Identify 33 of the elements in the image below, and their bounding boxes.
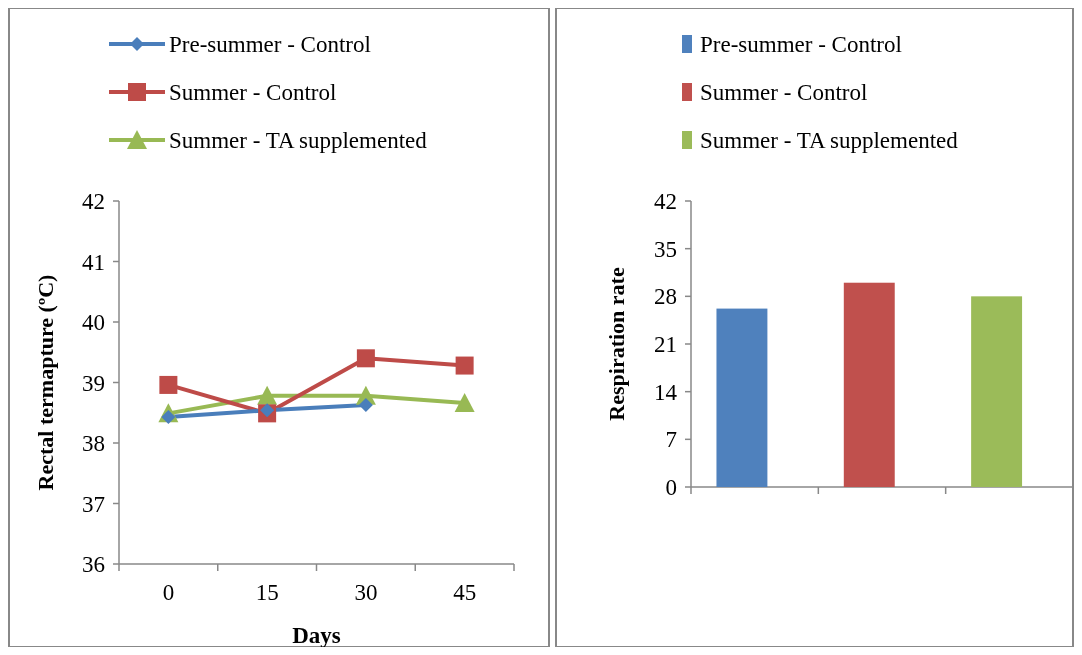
legend-label: Pre-summer - Control (169, 32, 371, 58)
point (356, 349, 375, 368)
point (257, 385, 278, 405)
x-tick-label: 30 (354, 580, 378, 605)
y-tick-label: 42 (82, 189, 105, 215)
x-tick-label: 0 (162, 580, 175, 605)
legend-label: Summer - TA supplemented (169, 128, 428, 154)
legend-label: Summer - TA supplemented (700, 128, 959, 154)
y-tick-label: 40 (82, 310, 105, 336)
y-tick-label: 42 (654, 189, 677, 215)
x-tick-label: 45 (453, 580, 477, 605)
point (260, 403, 275, 418)
point (358, 397, 373, 412)
y-tick-label: 41 (82, 249, 105, 275)
y-tick-label: 38 (82, 431, 105, 457)
legend-label: Summer - Control (169, 80, 337, 106)
point (454, 393, 475, 413)
legend-label: Summer - Control (700, 80, 868, 106)
y-tick-label: 21 (654, 332, 677, 358)
point (159, 375, 178, 394)
y-tick-label: 35 (654, 236, 677, 262)
y-tick-label: 7 (665, 427, 677, 453)
y-tick-label: 28 (654, 284, 677, 310)
y-tick-label: 0 (665, 475, 677, 501)
x-tick-label: 15 (255, 580, 279, 605)
point (455, 356, 474, 375)
y-axis-title: Rectal termapture (ºC) (33, 274, 58, 491)
y-tick-label: 39 (82, 370, 105, 396)
y-tick-label: 37 (82, 491, 105, 517)
y-tick-label: 14 (654, 379, 678, 405)
y-tick-label: 36 (82, 552, 105, 578)
legend-label: Pre-summer - Control (700, 32, 902, 58)
y-axis-title: Respiration rate (604, 267, 629, 421)
